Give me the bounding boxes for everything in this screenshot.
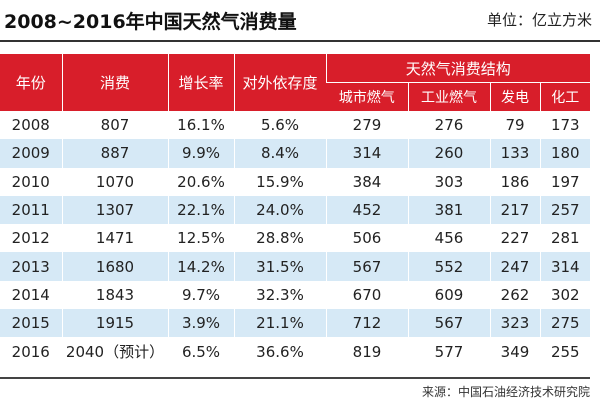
cell-dependence: 15.9% (233, 167, 326, 196)
cell-year: 2016 (0, 337, 62, 366)
cell-dependence: 28.8% (233, 224, 326, 253)
cell-city-gas: 279 (325, 111, 408, 140)
cell-industrial-gas: 609 (407, 280, 490, 310)
cell-year: 2014 (0, 280, 62, 310)
cell-growth: 16.1% (167, 111, 234, 140)
table-row: 2016 2040（预计） 6.5% 36.6% 819 577 349 255 (0, 337, 591, 366)
cell-year: 2011 (0, 195, 62, 225)
header-year: 年份 (0, 54, 62, 111)
cell-city-gas: 452 (325, 195, 408, 225)
cell-industrial-gas: 303 (407, 167, 490, 196)
cell-industrial-gas: 456 (407, 224, 490, 253)
cell-power: 323 (489, 309, 540, 338)
cell-industrial-gas: 381 (407, 195, 490, 225)
cell-dependence: 31.5% (233, 252, 326, 281)
cell-consumption: 1070 (61, 167, 168, 196)
cell-power: 79 (489, 111, 540, 140)
cell-chemical: 255 (539, 337, 591, 366)
cell-industrial-gas: 567 (407, 309, 490, 338)
cell-industrial-gas: 276 (407, 111, 490, 140)
table-row: 2015 1915 3.9% 21.1% 712 567 323 275 (0, 309, 591, 338)
cell-power: 186 (489, 167, 540, 196)
cell-power: 227 (489, 224, 540, 253)
cell-city-gas: 712 (325, 309, 408, 338)
header-industrial-gas: 工业燃气 (407, 82, 490, 111)
cell-dependence: 36.6% (233, 337, 326, 366)
cell-growth: 14.2% (167, 252, 234, 281)
consumption-table: 年份 消费 增长率 对外依存度 天然气消费结构 城市燃气 工业燃气 发电 化工 … (0, 54, 591, 366)
cell-consumption: 2040（预计） (61, 337, 168, 366)
bottom-divider (0, 377, 590, 379)
cell-chemical: 314 (539, 252, 591, 281)
cell-consumption: 1843 (61, 280, 168, 310)
header-growth: 增长率 (167, 54, 234, 111)
cell-city-gas: 567 (325, 252, 408, 281)
table-row: 2008 807 16.1% 5.6% 279 276 79 173 (0, 111, 591, 140)
cell-consumption: 887 (61, 139, 168, 168)
cell-chemical: 302 (539, 280, 591, 310)
cell-chemical: 197 (539, 167, 591, 196)
header-power: 发电 (489, 82, 540, 111)
cell-dependence: 21.1% (233, 309, 326, 338)
header-consumption: 消费 (61, 54, 168, 111)
cell-growth: 6.5% (167, 337, 234, 366)
table-row: 2009 887 9.9% 8.4% 314 260 133 180 (0, 139, 591, 168)
table-row: 2014 1843 9.7% 32.3% 670 609 262 302 (0, 280, 591, 310)
cell-consumption: 1680 (61, 252, 168, 281)
cell-chemical: 281 (539, 224, 591, 253)
cell-power: 217 (489, 195, 540, 225)
title-divider (0, 40, 600, 42)
cell-growth: 12.5% (167, 224, 234, 253)
cell-year: 2013 (0, 252, 62, 281)
cell-dependence: 24.0% (233, 195, 326, 225)
cell-city-gas: 819 (325, 337, 408, 366)
cell-chemical: 257 (539, 195, 591, 225)
cell-growth: 22.1% (167, 195, 234, 225)
cell-power: 349 (489, 337, 540, 366)
table-row: 2011 1307 22.1% 24.0% 452 381 217 257 (0, 195, 591, 225)
cell-industrial-gas: 577 (407, 337, 490, 366)
cell-year: 2008 (0, 111, 62, 140)
cell-growth: 3.9% (167, 309, 234, 338)
cell-consumption: 1307 (61, 195, 168, 225)
cell-city-gas: 506 (325, 224, 408, 253)
cell-power: 262 (489, 280, 540, 310)
cell-year: 2010 (0, 167, 62, 196)
cell-year: 2012 (0, 224, 62, 253)
cell-dependence: 5.6% (233, 111, 326, 140)
table-row: 2013 1680 14.2% 31.5% 567 552 247 314 (0, 252, 591, 281)
cell-industrial-gas: 260 (407, 139, 490, 168)
title-bar: 2008~2016年中国天然气消费量 单位：亿立方米 (0, 0, 600, 42)
cell-year: 2009 (0, 139, 62, 168)
table-row: 2010 1070 20.6% 15.9% 384 303 186 197 (0, 167, 591, 196)
cell-power: 133 (489, 139, 540, 168)
cell-growth: 9.7% (167, 280, 234, 310)
source-note: 来源：中国石油经济技术研究院 (421, 385, 590, 399)
cell-dependence: 32.3% (233, 280, 326, 310)
cell-industrial-gas: 552 (407, 252, 490, 281)
cell-city-gas: 670 (325, 280, 408, 310)
cell-chemical: 173 (539, 111, 591, 140)
cell-chemical: 180 (539, 139, 591, 168)
header-dependence: 对外依存度 (233, 54, 326, 111)
cell-city-gas: 314 (325, 139, 408, 168)
table-row: 2012 1471 12.5% 28.8% 506 456 227 281 (0, 224, 591, 253)
cell-consumption: 1471 (61, 224, 168, 253)
header-chemical: 化工 (539, 82, 591, 111)
cell-dependence: 8.4% (233, 139, 326, 168)
cell-consumption: 807 (61, 111, 168, 140)
cell-chemical: 275 (539, 309, 591, 338)
cell-year: 2015 (0, 309, 62, 338)
header-city-gas: 城市燃气 (326, 82, 408, 111)
header-structure: 天然气消费结构 (325, 54, 591, 83)
unit-label: 单位：亿立方米 (486, 11, 592, 29)
cell-growth: 20.6% (167, 167, 234, 196)
cell-city-gas: 384 (325, 167, 408, 196)
cell-power: 247 (489, 252, 540, 281)
cell-growth: 9.9% (167, 139, 234, 168)
page-title: 2008~2016年中国天然气消费量 (4, 11, 297, 33)
cell-consumption: 1915 (61, 309, 168, 338)
